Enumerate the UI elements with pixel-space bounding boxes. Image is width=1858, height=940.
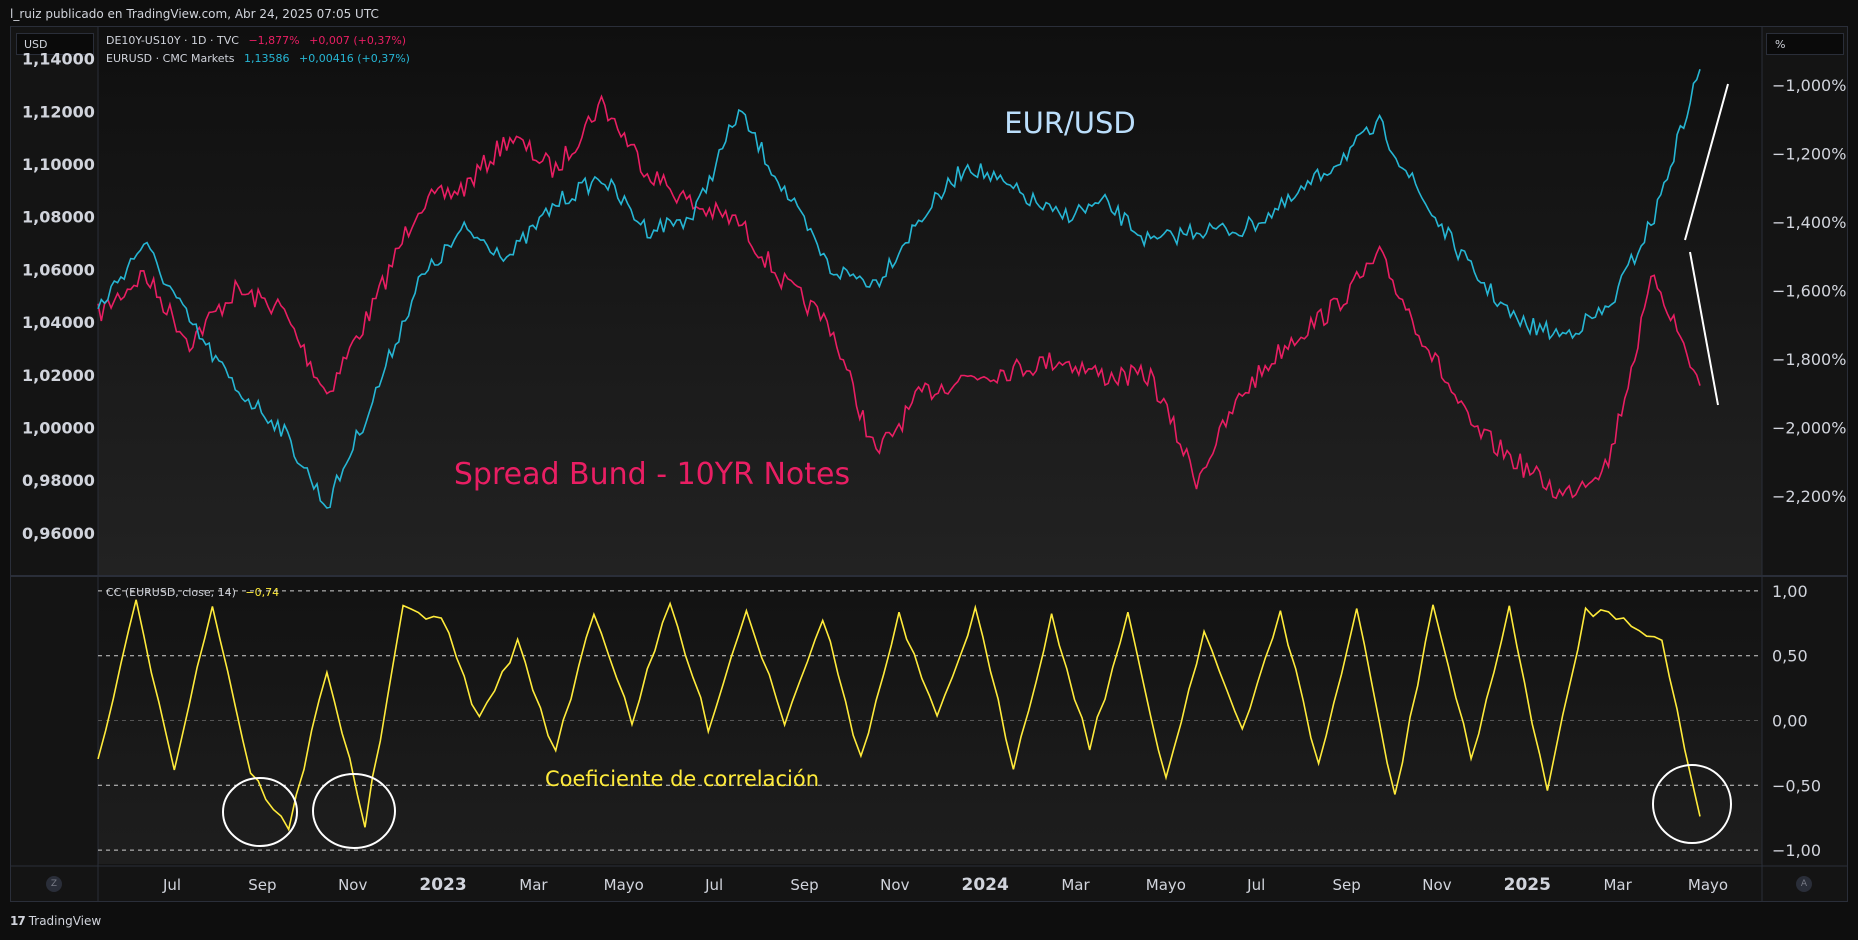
currency-selector[interactable]: USD [16, 33, 94, 55]
x-axis-tick-label: Nov [338, 876, 367, 894]
x-axis-tick-label: Jul [704, 876, 723, 894]
publisher-line: l_ruiz publicado en TradingView.com, Abr… [0, 0, 1858, 26]
annotation-eurusd: EUR/USD [1004, 106, 1135, 140]
trend-down-line [1689, 251, 1719, 406]
x-axis-tick-label: Sep [790, 876, 818, 894]
x-axis-tick-label: Mar [519, 876, 548, 894]
legend-eurusd-value: 1,13586 [244, 52, 290, 65]
x-axis-tick-label: Sep [248, 876, 276, 894]
right-axis-tick-label: −1,000% [1772, 76, 1846, 95]
tradingview-logo-icon: 17 [10, 914, 26, 928]
highlight-circle-1 [222, 777, 298, 847]
indicator-axis-tick-label: 0,50 [1772, 647, 1808, 666]
series-line-eurusd[interactable] [97, 68, 1701, 509]
x-axis-tick-label: Jul [162, 876, 181, 894]
left-axis-tick-label: 0,96000 [22, 524, 95, 543]
indicator-axis-tick-label: −1,00 [1772, 841, 1821, 860]
x-axis-tick-label: 2023 [419, 875, 466, 895]
legend-spread-change: +0,007 (+0,37%) [309, 34, 407, 47]
legend-spread-value: −1,877% [248, 34, 300, 47]
x-axis-tick-label: Jul [1246, 876, 1265, 894]
legend-series-eurusd[interactable]: EURUSD · CMC Markets 1,13586 +0,00416 (+… [106, 52, 416, 65]
a-button[interactable]: A [1796, 876, 1812, 892]
left-axis-tick-label: 0,98000 [22, 471, 95, 490]
x-axis-tick-label: Nov [1422, 876, 1451, 894]
series-line-spread[interactable] [97, 94, 1701, 500]
x-axis-tick-label: Sep [1332, 876, 1360, 894]
left-axis-tick-label: 1,10000 [22, 155, 95, 174]
indicator-axis-tick-label: −0,50 [1772, 776, 1821, 795]
left-axis-tick-label: 1,02000 [22, 366, 95, 385]
series-line-cc[interactable] [97, 599, 1701, 832]
x-axis-tick-label: 2025 [1504, 875, 1551, 895]
right-axis-tick-label: −1,600% [1772, 282, 1846, 301]
left-axis-tick-label: 1,00000 [22, 418, 95, 437]
brand-name: TradingView [28, 914, 102, 928]
left-axis-tick-label: 1,14000 [22, 50, 95, 69]
x-axis-tick-label: Mar [1061, 876, 1090, 894]
legend-eurusd-symbol: EURUSD · CMC Markets [106, 52, 235, 65]
x-axis-tick-label: Mayo [604, 876, 644, 894]
indicator-axis-tick-label: 0,00 [1772, 712, 1808, 731]
highlight-circle-2 [312, 773, 396, 849]
main-pane[interactable] [98, 27, 1762, 575]
x-axis-tick-label: Nov [880, 876, 909, 894]
right-axis-tick-label: −2,000% [1772, 419, 1846, 438]
left-axis-tick-label: 1,08000 [22, 208, 95, 227]
legend-series-spread[interactable]: DE10Y-US10Y · 1D · TVC −1,877% +0,007 (+… [106, 34, 412, 47]
right-axis-tick-label: −2,200% [1772, 487, 1846, 506]
scale-unit-selector[interactable]: % [1766, 33, 1844, 55]
x-axis-tick-label: Mar [1603, 876, 1632, 894]
legend-indicator-cc[interactable]: CC (EURUSD, close, 14) −0,74 [106, 586, 285, 599]
x-axis-tick-label: 2024 [962, 875, 1009, 895]
z-button[interactable]: Z [46, 876, 62, 892]
legend-cc-symbol: CC (EURUSD, close, 14) [106, 586, 236, 599]
annotation-cc: Coeficiente de correlación [545, 767, 819, 791]
trend-up-line [1684, 83, 1729, 241]
legend-cc-value: −0,74 [245, 586, 280, 599]
left-axis-tick-label: 1,12000 [22, 102, 95, 121]
highlight-circle-3 [1652, 764, 1732, 844]
legend-eurusd-change: +0,00416 (+0,37%) [299, 52, 410, 65]
left-axis-tick-label: 1,04000 [22, 313, 95, 332]
right-axis-tick-label: −1,800% [1772, 350, 1846, 369]
left-axis-tick-label: 1,06000 [22, 260, 95, 279]
legend-spread-symbol: DE10Y-US10Y · 1D · TVC [106, 34, 239, 47]
x-axis-tick-label: Mayo [1146, 876, 1186, 894]
x-axis-tick-label: Mayo [1688, 876, 1728, 894]
right-axis-tick-label: −1,200% [1772, 145, 1846, 164]
brand: 17 TradingView [10, 914, 101, 928]
annotation-spread: Spread Bund - 10YR Notes [454, 457, 850, 492]
indicator-axis-tick-label: 1,00 [1772, 582, 1808, 601]
right-axis-tick-label: −1,400% [1772, 213, 1846, 232]
